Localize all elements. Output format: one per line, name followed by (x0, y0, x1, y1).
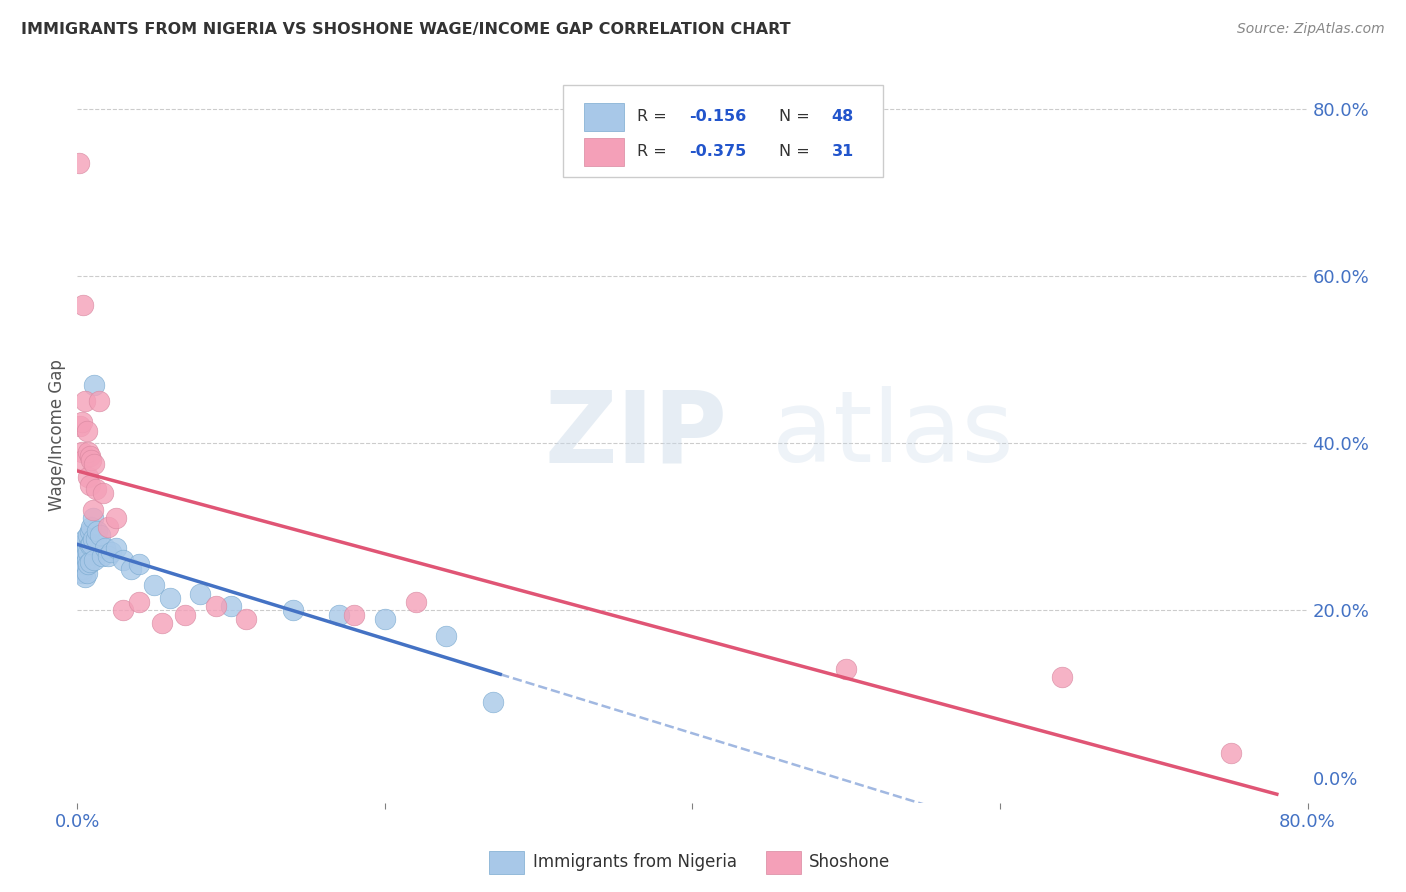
Point (72, 298, 94, 312)
Point (83, 457, 105, 471)
Text: R =: R = (637, 144, 672, 159)
Point (436, 628, 458, 642)
Y-axis label: Wage/Income Gap: Wage/Income Gap (48, 359, 66, 511)
FancyBboxPatch shape (585, 103, 624, 131)
Text: atlas: atlas (772, 386, 1014, 483)
Point (90, 549, 114, 563)
Text: IMMIGRANTS FROM NIGERIA VS SHOSHONE WAGE/INCOME GAP CORRELATION CHART: IMMIGRANTS FROM NIGERIA VS SHOSHONE WAGE… (21, 22, 790, 37)
Point (219, 599, 242, 614)
Point (328, 607, 350, 622)
Point (128, 595, 150, 609)
Point (72, 536, 94, 550)
Text: Source: ZipAtlas.com: Source: ZipAtlas.com (1237, 22, 1385, 37)
Text: -0.156: -0.156 (689, 110, 747, 125)
Point (69, 419, 91, 434)
Point (70, 545, 93, 559)
Point (143, 578, 166, 592)
Text: -0.375: -0.375 (689, 144, 747, 159)
Point (76, 424, 98, 438)
Point (150, 615, 173, 630)
Point (80, 453, 103, 467)
Point (1219, 746, 1241, 760)
Text: R =: R = (637, 110, 672, 125)
Point (97, 549, 120, 563)
Point (72, 549, 94, 563)
Point (204, 599, 226, 614)
Text: 31: 31 (831, 144, 853, 159)
Point (405, 595, 427, 609)
Point (73, 394, 96, 409)
Point (84, 533, 107, 547)
Point (76, 566, 98, 580)
Point (73, 570, 96, 584)
Text: 48: 48 (831, 110, 853, 125)
Point (77, 558, 100, 572)
Point (374, 612, 396, 626)
Point (120, 562, 142, 576)
Point (70, 553, 93, 567)
Point (100, 545, 122, 559)
FancyBboxPatch shape (489, 851, 524, 874)
Point (79, 555, 101, 569)
Point (69, 549, 91, 563)
Point (112, 553, 135, 567)
Text: N =: N = (779, 144, 814, 159)
Point (235, 612, 257, 626)
Point (174, 607, 197, 622)
Point (87, 394, 110, 409)
Point (94, 541, 117, 555)
Point (79, 524, 101, 538)
Point (97, 520, 120, 534)
Point (93, 486, 115, 500)
Point (128, 558, 150, 572)
Point (70, 415, 93, 429)
Point (77, 469, 100, 483)
Point (83, 553, 105, 567)
Point (104, 541, 127, 555)
Point (89, 528, 111, 542)
Point (77, 528, 100, 542)
Point (159, 591, 181, 605)
Point (82, 503, 104, 517)
Text: Shoshone: Shoshone (810, 853, 890, 871)
Point (82, 511, 104, 525)
FancyBboxPatch shape (766, 851, 801, 874)
Point (1050, 670, 1073, 684)
Point (281, 603, 304, 617)
Point (79, 538, 101, 552)
Point (79, 478, 101, 492)
Point (73, 545, 96, 559)
Point (104, 511, 127, 525)
Point (73, 558, 96, 572)
Point (79, 449, 101, 463)
Point (77, 444, 100, 458)
Point (67, 156, 90, 170)
Point (69, 562, 91, 576)
Point (70, 444, 93, 458)
Point (83, 377, 105, 392)
Point (72, 453, 94, 467)
FancyBboxPatch shape (585, 137, 624, 166)
Point (76, 541, 98, 555)
Point (80, 520, 103, 534)
Point (481, 696, 503, 710)
Point (77, 545, 100, 559)
Point (76, 553, 98, 567)
FancyBboxPatch shape (564, 86, 883, 178)
Point (82, 533, 104, 547)
Text: Immigrants from Nigeria: Immigrants from Nigeria (533, 853, 737, 871)
Point (84, 482, 107, 496)
Text: ZIP: ZIP (546, 386, 728, 483)
Point (343, 607, 366, 622)
Point (112, 603, 135, 617)
Point (86, 524, 108, 538)
Text: N =: N = (779, 110, 814, 125)
Point (70, 566, 93, 580)
Point (67, 558, 90, 572)
Point (72, 562, 94, 576)
Point (835, 662, 858, 676)
Point (188, 587, 212, 601)
Point (73, 533, 96, 547)
Point (80, 536, 103, 550)
